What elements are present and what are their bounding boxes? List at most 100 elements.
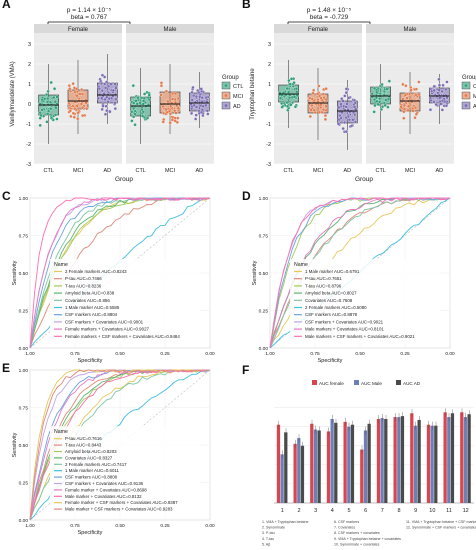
data-point bbox=[200, 96, 204, 100]
bar bbox=[447, 417, 451, 503]
data-point bbox=[402, 103, 407, 107]
data-point bbox=[375, 90, 379, 94]
legend-label: AD bbox=[233, 104, 241, 110]
data-point bbox=[372, 86, 377, 90]
x-tick-label: CTL bbox=[135, 168, 145, 174]
data-point bbox=[441, 83, 445, 87]
data-point bbox=[293, 105, 298, 109]
data-point bbox=[161, 120, 165, 124]
data-point bbox=[170, 97, 175, 101]
legend-label: Covariates AUC=0.8327 bbox=[65, 455, 113, 460]
bar bbox=[367, 423, 371, 503]
data-point bbox=[192, 93, 196, 98]
legend-label: T-tau AUC=0.8236 bbox=[65, 283, 102, 288]
data-point bbox=[401, 97, 405, 101]
data-point bbox=[312, 108, 316, 112]
x-tick-label: 3 bbox=[314, 508, 317, 514]
data-point bbox=[414, 87, 419, 91]
y-tick-label: 1 bbox=[268, 82, 271, 88]
footnote: 3. P-tau bbox=[262, 531, 275, 535]
bar bbox=[413, 425, 418, 503]
data-point bbox=[106, 84, 111, 88]
data-point bbox=[344, 130, 348, 134]
data-point bbox=[170, 118, 175, 122]
legend-label: 1 Male marker AUC=0.6791 bbox=[305, 269, 360, 274]
x-tick-label: 0.25 bbox=[160, 523, 170, 529]
legend-label: CSF markers AUC=0.8804 bbox=[65, 312, 118, 317]
data-point bbox=[113, 101, 117, 105]
data-point bbox=[170, 91, 175, 96]
y-tick-label: 0.50 bbox=[19, 443, 29, 449]
data-point bbox=[323, 113, 328, 118]
data-point bbox=[131, 84, 135, 88]
data-point bbox=[324, 97, 328, 102]
x-tick-label: 0.75 bbox=[70, 351, 80, 357]
data-point bbox=[48, 100, 53, 104]
data-point bbox=[309, 108, 313, 112]
data-point bbox=[405, 96, 409, 100]
data-point bbox=[352, 98, 357, 102]
legend-label: CSF markers AUC=0.8808 bbox=[65, 475, 118, 480]
data-point bbox=[372, 97, 377, 102]
data-point bbox=[104, 104, 108, 108]
bar bbox=[330, 419, 334, 503]
x-tick-label: AD bbox=[196, 168, 204, 174]
x-tick-label: 6 bbox=[364, 508, 367, 514]
facet-strip bbox=[274, 24, 362, 33]
legend-label: Female markers + CSF markers + Covariate… bbox=[65, 334, 180, 339]
bar bbox=[380, 418, 384, 503]
x-tick-label: 7 bbox=[381, 508, 384, 514]
data-point bbox=[168, 121, 172, 125]
x-tick-label: MCI bbox=[73, 168, 84, 174]
data-point bbox=[68, 87, 72, 91]
data-point bbox=[45, 120, 49, 124]
x-tick-label: AD bbox=[344, 168, 352, 174]
facet-strip bbox=[34, 24, 122, 33]
legend-label: Male markers + Covariates AUC=0.8101 bbox=[305, 327, 384, 332]
data-point bbox=[109, 82, 113, 86]
y-tick-label: 0.50 bbox=[259, 271, 269, 277]
panel-letter-f: F bbox=[242, 363, 249, 377]
bar bbox=[426, 424, 431, 503]
facet-label: Male bbox=[163, 27, 177, 33]
data-point bbox=[52, 95, 56, 100]
data-point bbox=[445, 95, 449, 100]
x-tick-label: 2 bbox=[297, 508, 300, 514]
data-point bbox=[440, 108, 445, 112]
data-point bbox=[321, 92, 326, 96]
p-value-annotation: p = 1.48 × 10⁻⁵ bbox=[307, 7, 352, 14]
data-point bbox=[339, 116, 343, 120]
bar bbox=[334, 422, 338, 503]
data-point bbox=[341, 126, 345, 131]
legend-swatch bbox=[312, 380, 317, 385]
legend-label: Covariates AUC=0.856 bbox=[65, 298, 110, 303]
data-point bbox=[140, 114, 145, 118]
legend-label: 2 Female markers AUC=0.8243 bbox=[65, 269, 127, 274]
legend-label: AUC female bbox=[319, 381, 344, 386]
bar bbox=[450, 413, 455, 503]
bar bbox=[400, 416, 405, 503]
data-point bbox=[38, 110, 42, 115]
legend-dot bbox=[464, 84, 468, 87]
legend-label: P-tau AUC=0.7651 bbox=[305, 276, 342, 281]
legend-label: CTL bbox=[473, 84, 476, 90]
data-point bbox=[75, 89, 80, 94]
data-point bbox=[295, 90, 299, 94]
data-point bbox=[351, 118, 355, 122]
data-point bbox=[341, 99, 345, 103]
legend-box bbox=[50, 426, 200, 515]
x-tick-label: 4 bbox=[331, 508, 334, 514]
legend-dot bbox=[464, 104, 468, 107]
data-point bbox=[308, 114, 312, 119]
legend-swatch bbox=[396, 380, 401, 385]
data-point bbox=[73, 107, 77, 111]
beta-annotation: beta = 0.767 bbox=[71, 14, 108, 21]
data-point bbox=[411, 109, 415, 113]
x-tick-label: 10 bbox=[429, 508, 435, 514]
x-tick-label: 0.25 bbox=[160, 351, 170, 357]
data-point bbox=[347, 118, 352, 122]
legend-label: Male marker + CSF markers + Covariates A… bbox=[65, 507, 173, 512]
legend-label: CTL bbox=[233, 84, 243, 90]
bar bbox=[300, 445, 305, 503]
